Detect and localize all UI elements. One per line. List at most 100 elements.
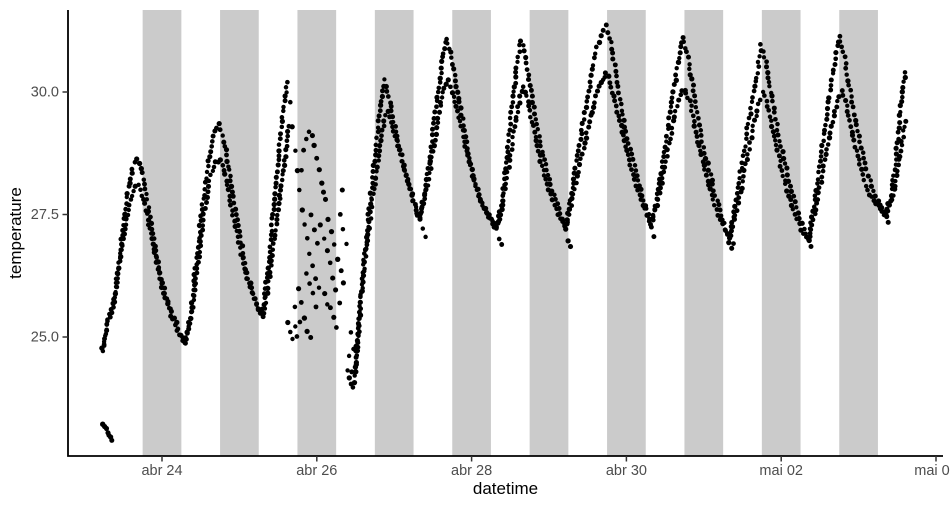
data-point [813,211,818,217]
data-point [184,330,190,336]
data-point [555,212,561,218]
data-point [507,157,513,163]
data-point [541,173,547,178]
data-point [693,129,699,135]
data-point [816,169,821,175]
data-point [603,22,609,28]
data-point [307,251,312,257]
data-point [729,245,735,251]
data-point [696,122,703,128]
data-point [369,197,375,202]
data-point [431,120,436,126]
data-point [362,266,367,271]
data-point [834,104,840,110]
data-point [134,156,140,162]
data-point [377,102,384,108]
data-point [413,207,419,213]
data-point [440,51,446,57]
data-point [860,150,866,155]
data-point [749,135,755,141]
data-point [449,62,455,67]
data-point [509,104,515,110]
data-point [263,300,269,306]
data-point [392,133,398,139]
data-point [903,118,909,124]
data-point [619,108,625,114]
data-point [515,59,520,65]
y-tick-label: 30.0 [31,85,59,101]
data-point [775,132,781,138]
data-point [740,179,745,184]
data-point [687,62,692,67]
data-point [816,164,822,169]
data-point [740,153,746,158]
data-point [689,76,695,82]
data-point [629,167,634,172]
data-point [835,98,840,104]
data-point [269,263,274,268]
data-point [227,202,233,208]
data-point [116,265,122,271]
data-point [482,205,489,212]
data-point [715,198,720,204]
data-point [614,109,620,115]
data-point [562,223,568,229]
data-point [427,158,433,164]
data-point [631,176,637,182]
data-point [747,147,752,152]
data-point [322,196,329,202]
data-point [395,143,400,149]
data-point [579,120,585,126]
data-point [412,201,418,207]
data-point [754,113,759,119]
data-point [113,289,118,295]
data-point [310,290,316,296]
data-point [367,209,373,215]
data-point [765,75,771,81]
data-point [473,181,478,187]
data-point [828,77,834,83]
data-point [437,99,443,106]
data-point [531,123,536,128]
data-point [276,200,282,207]
data-point [437,80,443,85]
data-point [770,129,776,135]
data-point [523,60,529,66]
data-point [224,178,230,184]
data-point [614,73,619,79]
data-point [304,271,309,276]
data-point [305,236,310,241]
data-point [885,208,891,214]
data-point [231,200,237,206]
data-point [265,278,271,284]
data-point [766,107,772,113]
data-point [307,281,312,286]
data-point [115,280,120,285]
data-point [455,89,461,95]
data-point [436,109,443,115]
data-point [100,348,106,354]
data-point [227,167,232,172]
data-point [790,207,795,212]
y-tick-label: 27.5 [31,207,59,223]
data-point [422,196,428,202]
data-point [776,153,782,159]
data-point [122,231,128,237]
data-point [869,194,874,199]
data-point [576,169,581,175]
data-point [378,98,384,104]
data-point [669,131,675,136]
data-point [815,197,821,203]
data-point [705,178,711,184]
data-point [272,191,278,197]
data-point [316,285,322,290]
data-point [659,159,665,164]
data-point [302,222,307,227]
data-point [311,227,317,233]
data-point [677,55,682,61]
data-point [355,331,361,337]
data-point [818,158,823,164]
data-point [750,95,755,100]
data-point [417,216,423,222]
